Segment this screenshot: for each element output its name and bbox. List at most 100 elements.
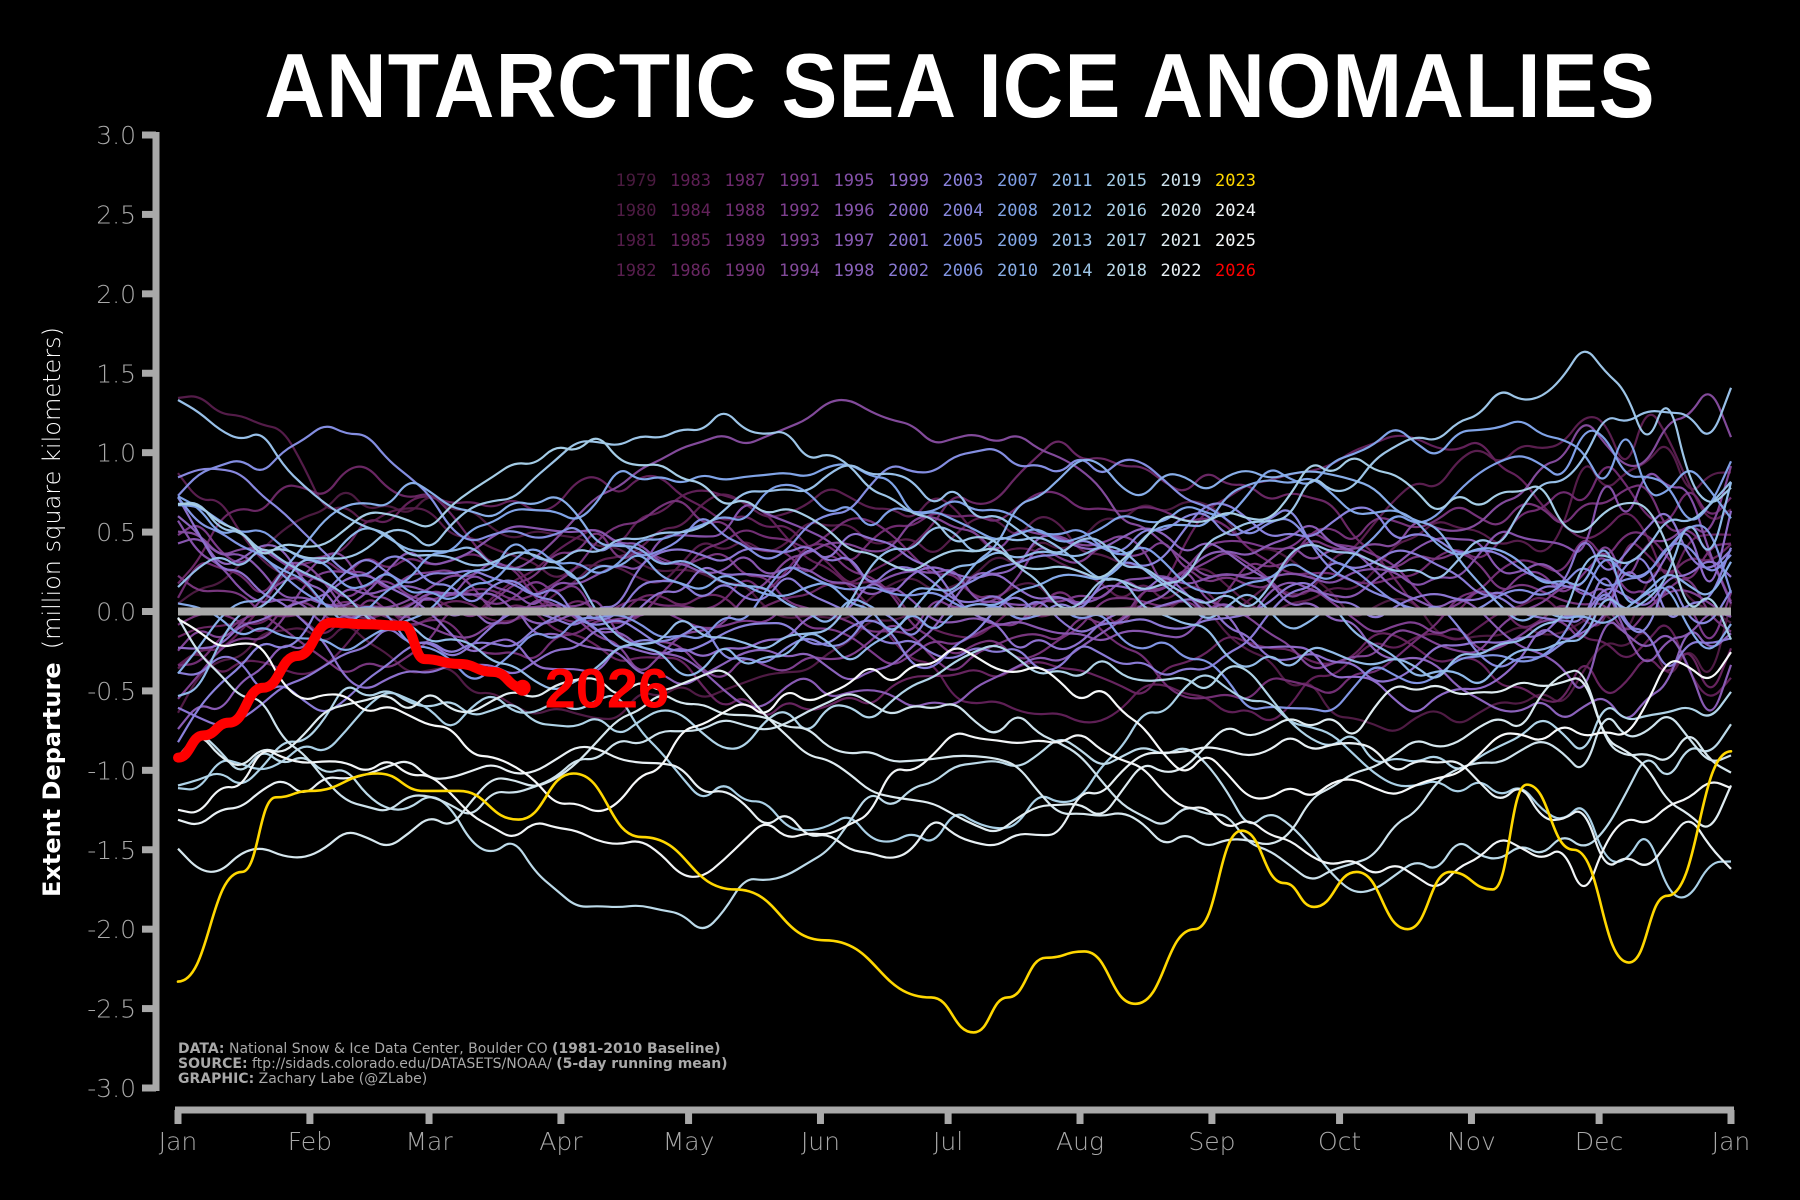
series-line-2022 bbox=[177, 737, 1732, 870]
y-axis: 3.0 2.5 2.0 1.5 1.0 0.5 0.0 -0.5 -1.0 -1.5 -2.0 -2.… bbox=[87, 121, 160, 1103]
series-line-1981 bbox=[177, 395, 1732, 614]
legend-entry-1994: 1994 bbox=[779, 261, 820, 281]
legend-entry-1992: 1992 bbox=[779, 201, 820, 221]
legend-entry-1981: 1981 bbox=[616, 231, 657, 251]
chart-title: ANTARCTIC SEA ICE ANOMALIES bbox=[264, 35, 1656, 137]
series-line-1986 bbox=[177, 440, 1732, 629]
background-series-group bbox=[177, 350, 1733, 930]
x-tick-label: Aug bbox=[1056, 1127, 1104, 1156]
series-line-2016 bbox=[177, 674, 1732, 899]
y-tick-label: -1.5 bbox=[87, 836, 136, 865]
legend-entry-1997: 1997 bbox=[834, 231, 875, 251]
y-tick-label: 1.0 bbox=[96, 439, 136, 468]
series-line-2024 bbox=[177, 732, 1732, 888]
x-tick-label: Nov bbox=[1447, 1127, 1496, 1156]
legend-entry-2006: 2006 bbox=[943, 261, 984, 281]
legend-entry-2000: 2000 bbox=[888, 201, 929, 221]
y-tick-label: 1.5 bbox=[96, 359, 136, 388]
y-tick-label: -2.5 bbox=[87, 995, 136, 1024]
credit-graphic-label: GRAPHIC: bbox=[178, 1071, 254, 1087]
x-tick-label: Oct bbox=[1318, 1127, 1361, 1156]
credit-source: SOURCE: ftp://sidads.colorado.edu/DATASE… bbox=[178, 1056, 728, 1072]
legend-entry-2017: 2017 bbox=[1106, 231, 1147, 251]
legend-entry-1996: 1996 bbox=[834, 201, 875, 221]
series-line-2014 bbox=[177, 350, 1732, 610]
credit-data-label: DATA: bbox=[178, 1041, 225, 1057]
x-tick-label: Jan bbox=[159, 1127, 198, 1156]
legend-entry-2024: 2024 bbox=[1215, 201, 1256, 221]
y-axis-label-units: (million square kilometers) bbox=[38, 327, 66, 649]
legend-entry-1983: 1983 bbox=[670, 171, 711, 191]
legend-entry-2015: 2015 bbox=[1106, 171, 1147, 191]
legend-entry-2011: 2011 bbox=[1052, 171, 1093, 191]
y-tick-label: 0.0 bbox=[96, 598, 136, 627]
series-line-2026 bbox=[173, 617, 528, 763]
y-tick-label: 3.0 bbox=[96, 121, 136, 150]
legend-entry-2003: 2003 bbox=[943, 171, 984, 191]
y-tick-label: 2.5 bbox=[96, 200, 136, 229]
x-tick-label: Jan bbox=[1712, 1127, 1751, 1156]
legend-entry-2005: 2005 bbox=[943, 231, 984, 251]
y-tick-label: -2.0 bbox=[87, 915, 136, 944]
credit-source-bold: (5-day running mean) bbox=[556, 1056, 727, 1072]
legend-entry-2022: 2022 bbox=[1161, 261, 1202, 281]
series-line-1998 bbox=[177, 515, 1732, 719]
legend-entry-1990: 1990 bbox=[725, 261, 766, 281]
series-line-2000 bbox=[177, 496, 1732, 689]
x-tick-label: Jun bbox=[801, 1127, 840, 1156]
x-tick-label: May bbox=[663, 1127, 715, 1156]
legend-entry-2026: 2026 bbox=[1215, 261, 1256, 281]
y-tick-label: -0.5 bbox=[87, 677, 136, 706]
legend-entry-2008: 2008 bbox=[997, 201, 1038, 221]
legend-entry-1984: 1984 bbox=[670, 201, 711, 221]
legend-entry-2018: 2018 bbox=[1106, 261, 1147, 281]
legend-entry-2012: 2012 bbox=[1052, 201, 1093, 221]
legend-entry-2007: 2007 bbox=[997, 171, 1038, 191]
legend: 1979 1983 1987 1991 1995 1999 2003 2007 2011 2015… bbox=[616, 171, 1256, 281]
y-tick-label: -1.0 bbox=[87, 756, 136, 785]
credit-data-bold: (1981-2010 Baseline) bbox=[552, 1041, 720, 1057]
legend-entry-1987: 1987 bbox=[725, 171, 766, 191]
legend-entry-1989: 1989 bbox=[725, 231, 766, 251]
legend-entry-1993: 1993 bbox=[779, 231, 820, 251]
x-tick-label: Apr bbox=[539, 1127, 583, 1156]
credit-graphic: GRAPHIC: Zachary Labe (@ZLabe) bbox=[178, 1071, 427, 1087]
y-axis-label-bold: Extent Departure bbox=[38, 662, 66, 897]
legend-entry-2014: 2014 bbox=[1052, 261, 1093, 281]
series-label-2026: 2026 bbox=[545, 657, 670, 720]
credit-graphic-text: Zachary Labe (@ZLabe) bbox=[254, 1071, 427, 1087]
legend-entry-2016: 2016 bbox=[1106, 201, 1147, 221]
y-axis-label: Extent Departure (million square kilomet… bbox=[38, 327, 66, 897]
legend-entry-1985: 1985 bbox=[670, 231, 711, 251]
series-line-1984 bbox=[177, 434, 1732, 670]
y-tick-label: 0.5 bbox=[96, 518, 136, 547]
legend-entry-2019: 2019 bbox=[1161, 171, 1202, 191]
legend-entry-1986: 1986 bbox=[670, 261, 711, 281]
legend-entry-2004: 2004 bbox=[943, 201, 984, 221]
legend-entry-1982: 1982 bbox=[616, 261, 657, 281]
series-line-2018 bbox=[177, 723, 1732, 930]
legend-entry-1995: 1995 bbox=[834, 171, 875, 191]
x-tick-label: Feb bbox=[288, 1127, 332, 1156]
series-line-1979 bbox=[177, 491, 1732, 640]
series-line-2013 bbox=[177, 387, 1733, 608]
legend-entry-1980: 1980 bbox=[616, 201, 657, 221]
y-tick-label: 2.0 bbox=[96, 280, 136, 309]
series-endpoint-2026 bbox=[514, 679, 531, 696]
legend-entry-2023: 2023 bbox=[1215, 171, 1256, 191]
legend-entry-2021: 2021 bbox=[1161, 231, 1202, 251]
series-line-1993 bbox=[177, 465, 1733, 671]
x-tick-label: Jul bbox=[933, 1127, 963, 1156]
series-line-2025 bbox=[177, 617, 1732, 813]
legend-entry-1998: 1998 bbox=[834, 261, 875, 281]
x-tick-label: Sep bbox=[1188, 1127, 1235, 1156]
legend-entry-2025: 2025 bbox=[1215, 231, 1256, 251]
series-line-2021 bbox=[177, 669, 1733, 833]
series-line-2012 bbox=[177, 480, 1732, 690]
legend-entry-2020: 2020 bbox=[1161, 201, 1202, 221]
legend-entry-2010: 2010 bbox=[997, 261, 1038, 281]
highlighted-series-group: 2026 bbox=[173, 617, 1733, 1034]
legend-entry-1988: 1988 bbox=[725, 201, 766, 221]
series-line-2010 bbox=[177, 458, 1732, 675]
